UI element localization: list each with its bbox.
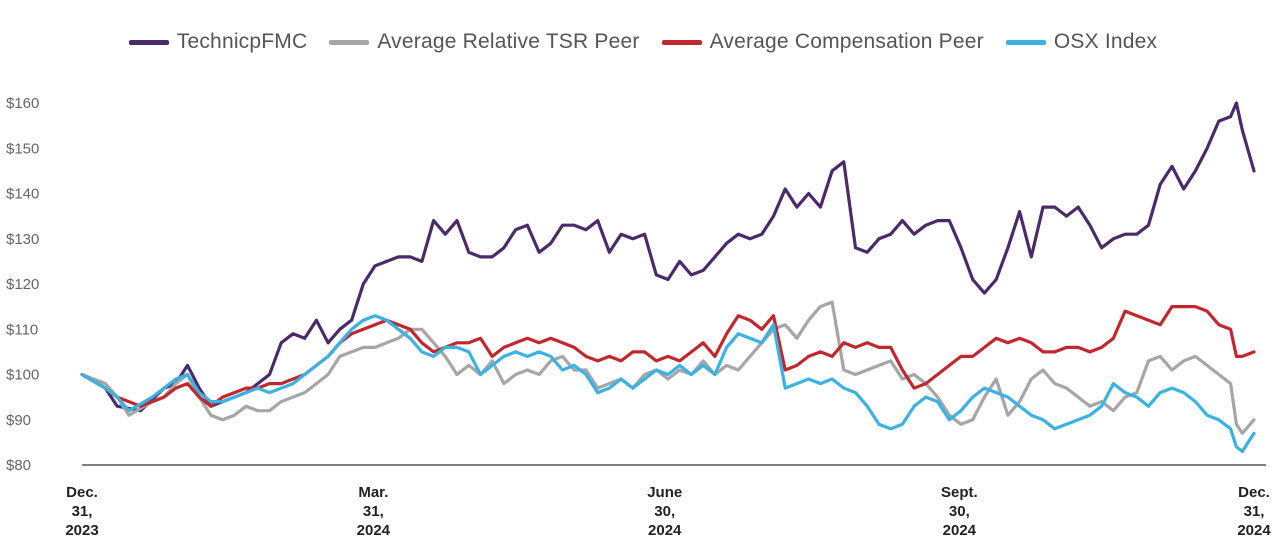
chart-legend: TechnicpFMC Average Relative TSR Peer Aver… xyxy=(0,24,1286,60)
series-line xyxy=(80,101,1256,413)
y-tick-label: $160 xyxy=(6,95,39,112)
legend-label: Average Relative TSR Peer xyxy=(377,30,640,53)
x-tick-label: Dec. 31, 2023 xyxy=(65,484,98,536)
legend-swatch xyxy=(661,39,702,45)
series-line xyxy=(80,314,1256,453)
legend-swatch xyxy=(1005,39,1046,45)
legend-swatch xyxy=(128,39,169,45)
x-tick-line: 31, xyxy=(363,503,384,520)
legend-swatch xyxy=(329,39,370,45)
x-tick-line: 31, xyxy=(1244,503,1265,520)
x-tick-line: 31, xyxy=(72,503,93,520)
legend-label: TechnicpFMC xyxy=(176,30,308,53)
x-tick-line: 2023 xyxy=(65,522,98,536)
y-tick-label: $90 xyxy=(6,412,31,429)
legend-item: Average Relative TSR Peer xyxy=(329,30,639,54)
x-tick-line: 2024 xyxy=(943,522,977,536)
legend-label: OSX Index xyxy=(1053,30,1158,53)
x-tick-line: 2024 xyxy=(357,522,391,536)
legend-item: TechnicpFMC xyxy=(128,30,308,54)
x-tick-line: Mar. xyxy=(358,484,388,501)
x-tick-label: Sept. 30, 2024 xyxy=(941,484,978,536)
y-tick-label: $80 xyxy=(6,457,31,474)
y-tick-label: $150 xyxy=(6,140,39,157)
legend-item: Average Compensation Peer xyxy=(661,30,984,54)
y-tick-label: $110 xyxy=(6,321,38,338)
x-tick-label: June 30, 2024 xyxy=(647,484,682,536)
legend-item: OSX Index xyxy=(1005,30,1158,54)
x-tick-line: 30, xyxy=(654,503,675,520)
x-tick-line: 2024 xyxy=(1237,522,1271,536)
x-tick-line: Sept. xyxy=(941,484,978,501)
y-tick-label: $130 xyxy=(6,231,39,248)
series-line xyxy=(80,300,1256,435)
x-tick-line: 2024 xyxy=(648,522,682,536)
x-tick-line: 30, xyxy=(949,503,970,520)
legend-label: Average Compensation Peer xyxy=(709,30,984,53)
x-tick-label: Dec. 31, 2024 xyxy=(1237,484,1271,536)
series-line xyxy=(80,305,1256,408)
x-tick-line: June xyxy=(647,484,682,501)
x-tick-line: Dec. xyxy=(1238,484,1270,501)
y-tick-label: $120 xyxy=(6,276,39,293)
x-tick-line: Dec. xyxy=(66,484,98,501)
y-tick-label: $100 xyxy=(6,367,39,384)
y-tick-label: $140 xyxy=(6,186,39,203)
x-tick-label: Mar. 31, 2024 xyxy=(357,484,391,536)
